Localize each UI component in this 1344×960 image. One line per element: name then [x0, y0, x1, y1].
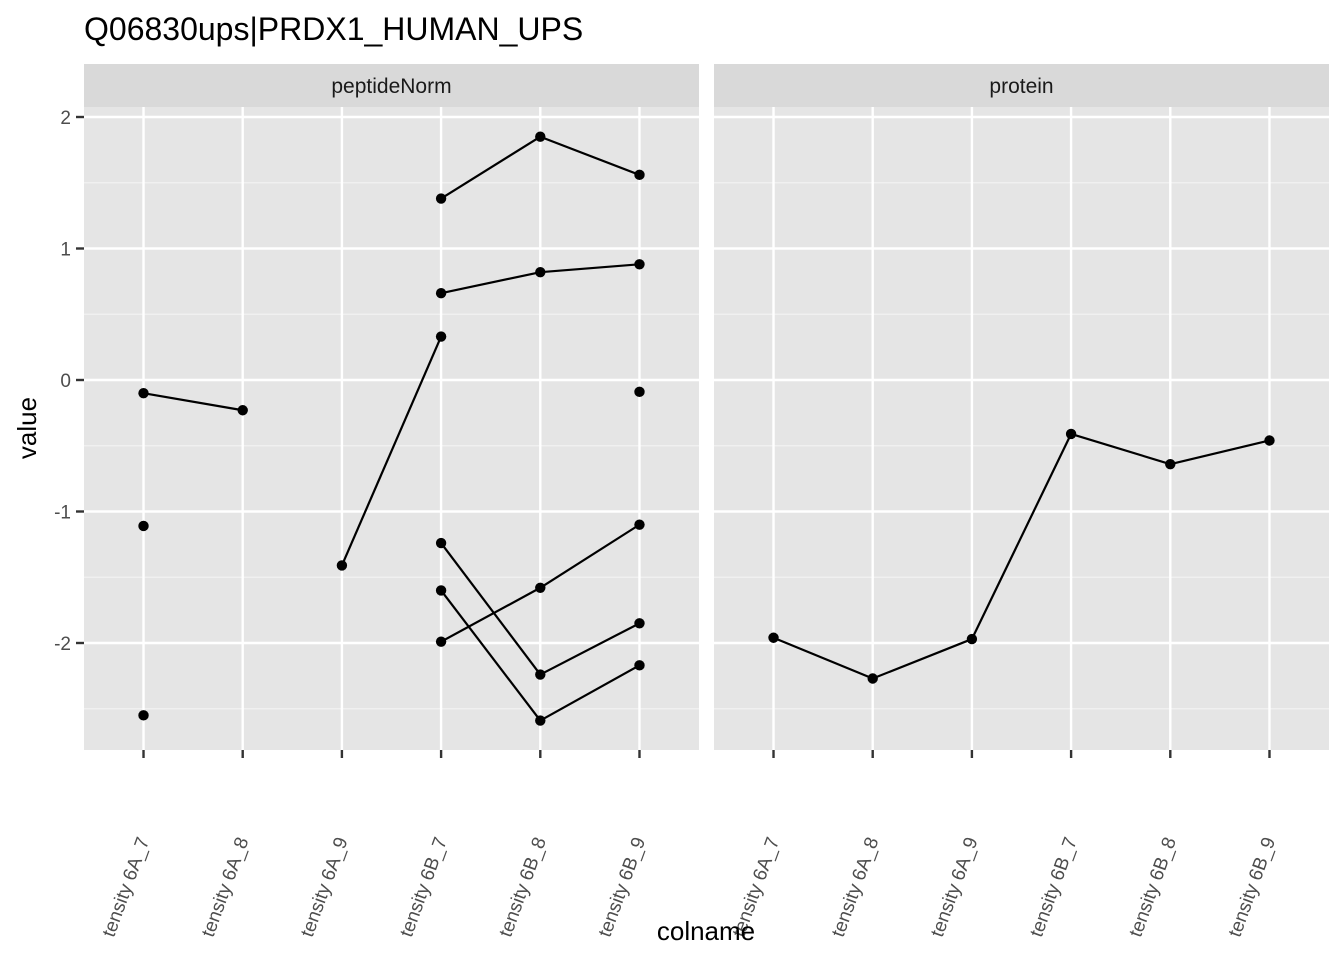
y-tick-label: 2 — [60, 108, 71, 129]
strip-label: protein — [989, 75, 1053, 98]
y-axis-title: value — [12, 397, 42, 459]
data-point — [768, 632, 779, 643]
series-line-segment — [773, 636, 874, 680]
series-line-segment — [143, 392, 243, 412]
x-tick-label: tensity 6A_9 — [927, 835, 983, 940]
x-tick-label: tensity 6A_9 — [297, 835, 353, 940]
data-point — [435, 537, 447, 549]
series-line-segment — [440, 589, 542, 722]
series-5 — [435, 519, 645, 647]
data-point — [435, 585, 447, 596]
series-line-segment — [872, 638, 973, 680]
strip-protein — [714, 64, 1329, 107]
x-tick-label: tensity 6A_8 — [198, 835, 254, 940]
data-point — [535, 582, 546, 593]
series-line-segment — [440, 542, 542, 676]
x-tick-label: tensity 6B_8 — [495, 835, 551, 940]
series-line-segment — [539, 523, 641, 589]
series-line-segment — [440, 586, 541, 643]
data-point — [634, 169, 645, 181]
strip-peptideNorm — [84, 64, 699, 107]
data-point — [435, 193, 447, 204]
panel-background — [84, 107, 699, 750]
series-3 — [336, 331, 447, 571]
data-point — [138, 387, 149, 399]
y-tick-label: -2 — [54, 634, 71, 655]
data-point — [634, 519, 645, 530]
data-point — [535, 266, 546, 278]
data-point — [435, 288, 447, 299]
series-0 — [435, 131, 645, 204]
x-tick-label: tensity 6B_9 — [1225, 835, 1281, 940]
data-point — [634, 660, 645, 671]
x-tick-label: tensity 6B_9 — [595, 835, 651, 940]
data-point — [435, 636, 447, 647]
series-4 — [138, 520, 645, 680]
x-tick-label: tensity 6B_8 — [1125, 835, 1181, 940]
data-point — [1264, 435, 1275, 446]
facet-panels: peptideNorm tensity 6A_7 tensity 6A_8 tensi… — [84, 64, 1329, 940]
series-line-segment — [539, 622, 640, 676]
series-line-segment — [539, 135, 640, 176]
x-tick-label: tensity 6B_7 — [396, 835, 452, 940]
data-point — [535, 669, 546, 680]
series-line-segment — [440, 135, 541, 200]
data-point — [966, 633, 978, 645]
y-tick-label: 1 — [60, 240, 71, 261]
y-tick-label: 0 — [60, 371, 71, 392]
data-point — [336, 560, 348, 571]
data-point — [867, 673, 878, 684]
series-line-segment — [539, 664, 641, 722]
data-point — [634, 618, 645, 629]
series-line-segment — [1170, 439, 1270, 466]
y-tick-label: -1 — [54, 503, 71, 524]
series-6 — [138, 585, 645, 726]
data-point — [138, 520, 149, 532]
y-axis: 2 1 0 -1 -2 — [54, 108, 84, 655]
chart-title: Q06830ups|PRDX1_HUMAN_UPS — [84, 11, 583, 47]
strip-label: peptideNorm — [331, 75, 451, 98]
data-point — [634, 386, 645, 398]
x-axis-title: colname — [657, 916, 755, 946]
data-point — [535, 715, 546, 726]
x-tick-label: tensity 6B_7 — [1026, 835, 1082, 940]
data-point — [237, 405, 248, 416]
data-point — [535, 131, 546, 142]
series-line-segment — [540, 263, 640, 274]
x-tick-label: tensity 6A_8 — [828, 835, 884, 940]
data-point — [138, 710, 149, 721]
data-point — [1165, 458, 1176, 470]
series-2 — [138, 386, 645, 416]
series-line-segment — [1070, 432, 1171, 466]
data-point — [1065, 428, 1077, 440]
data-point — [435, 331, 447, 342]
x-tick-label: tensity 6A_7 — [99, 835, 155, 940]
series-0 — [768, 428, 1275, 684]
panel-background — [714, 107, 1329, 750]
series-line-segment — [970, 433, 1073, 640]
data-point — [634, 259, 645, 270]
series-1 — [435, 259, 645, 299]
panel-peptideNorm: peptideNorm tensity 6A_7 tensity 6A_8 tensi… — [84, 64, 699, 940]
series-line-segment — [340, 336, 443, 566]
series-line-segment — [440, 271, 541, 295]
